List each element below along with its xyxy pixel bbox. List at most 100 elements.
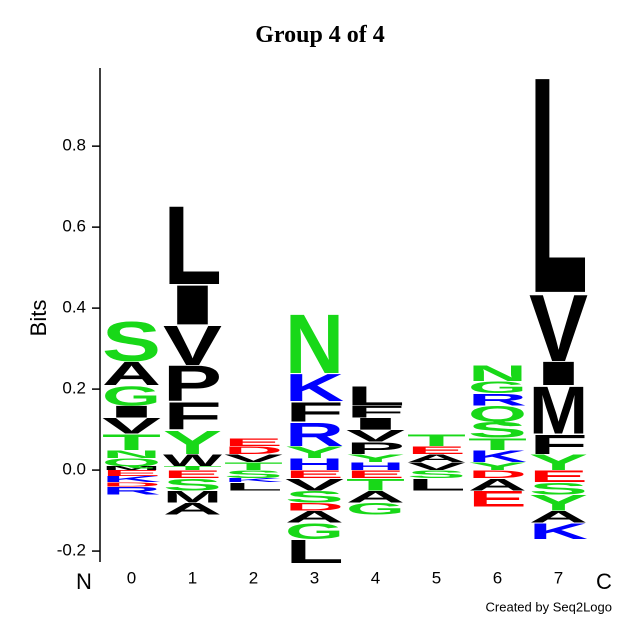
logo-letter: W bbox=[163, 451, 222, 470]
logo-letter: H bbox=[285, 455, 344, 474]
logo-letter: K bbox=[529, 519, 588, 544]
logo-letter: S bbox=[285, 487, 344, 506]
logo-letter: R bbox=[468, 390, 527, 409]
logo-letter: Y bbox=[468, 460, 527, 472]
logo-letter: F bbox=[163, 394, 222, 438]
logo-letter: T bbox=[224, 460, 283, 472]
logo-letter: M bbox=[102, 465, 161, 471]
logo-letter: S bbox=[529, 479, 588, 498]
logo-letter: D bbox=[468, 468, 527, 480]
logo-letter: V bbox=[102, 413, 161, 438]
logo-letter: K bbox=[468, 447, 527, 466]
x-tick-label: 0 bbox=[127, 568, 136, 587]
logo-letter: G bbox=[285, 519, 344, 544]
logo-letter: A bbox=[529, 508, 588, 527]
x-tick-label: 4 bbox=[371, 568, 380, 587]
logo-letter: E bbox=[102, 469, 161, 478]
logo-letter: E bbox=[529, 467, 588, 486]
logo-letter: A bbox=[285, 508, 344, 527]
logo-letter: Q bbox=[468, 401, 527, 426]
logo-letter: V bbox=[407, 460, 466, 472]
logo-letter: A bbox=[163, 500, 222, 519]
logo-letter: K bbox=[102, 475, 161, 484]
logo-letter: E bbox=[163, 468, 222, 480]
logo-letter: L bbox=[224, 480, 283, 492]
logo-letter: G bbox=[346, 500, 405, 519]
y-tick-label: 0.0 bbox=[62, 460, 86, 479]
chart-title: Group 4 of 4 bbox=[255, 22, 385, 48]
y-tick-label: 0.4 bbox=[62, 298, 86, 317]
logo-letter: F bbox=[346, 402, 405, 421]
logo-letter: A bbox=[102, 354, 161, 392]
logo-letter: Y bbox=[529, 450, 588, 475]
logo-letter: T bbox=[102, 430, 161, 455]
logo-letter: T bbox=[468, 435, 527, 454]
logo-letter: V bbox=[163, 315, 222, 377]
logo-letter: Y bbox=[285, 443, 344, 462]
logo-letter: V bbox=[346, 427, 405, 446]
logo-letter: P bbox=[163, 355, 222, 412]
logo-letter: K bbox=[285, 366, 344, 410]
logo-letter: S bbox=[163, 475, 222, 494]
logo-letter: N bbox=[285, 296, 344, 391]
logo-letter: E bbox=[468, 486, 527, 511]
y-tick-label: 0.6 bbox=[62, 217, 86, 236]
logo-letter: K bbox=[224, 477, 283, 483]
footer: Created by Seq2Logo bbox=[486, 599, 612, 614]
y-tick-label: 0.8 bbox=[62, 136, 86, 155]
logo-letter: G bbox=[468, 378, 527, 397]
logo-letter: F bbox=[285, 396, 344, 427]
logo-letter: D bbox=[224, 444, 283, 456]
logo-letter: V bbox=[529, 274, 588, 382]
logo-letter: N bbox=[468, 361, 527, 386]
logo-letter: E bbox=[224, 436, 283, 448]
c-terminus-label: C bbox=[596, 569, 612, 594]
logo-letter: I bbox=[529, 354, 588, 392]
logo-letter: T bbox=[407, 431, 466, 450]
logo-letter: M bbox=[529, 374, 588, 449]
x-tick-label: 1 bbox=[188, 568, 197, 587]
logo-letter: D bbox=[285, 501, 344, 513]
logo-letter: E bbox=[285, 468, 344, 480]
logo-letter: Y bbox=[163, 423, 222, 461]
logo-letter: I bbox=[346, 415, 405, 434]
logo-letter: S bbox=[468, 418, 527, 443]
logo-letter: A bbox=[468, 475, 527, 494]
logo-letter: G bbox=[102, 380, 161, 411]
logo-letter: S bbox=[102, 311, 161, 373]
y-tick-label: -0.2 bbox=[57, 541, 86, 560]
logo-letter: I bbox=[163, 274, 222, 336]
x-tick-label: 3 bbox=[310, 568, 319, 587]
logo-letter: P bbox=[346, 439, 405, 458]
x-tick-label: 5 bbox=[432, 568, 441, 587]
logo-letter: R bbox=[102, 484, 161, 496]
logo-letter: Y bbox=[346, 452, 405, 464]
logo-letter: N bbox=[102, 448, 161, 460]
n-terminus-label: N bbox=[76, 569, 92, 594]
logo-letter: R bbox=[285, 415, 344, 453]
logo-letter: A bbox=[346, 487, 405, 506]
logo-letter: T bbox=[163, 465, 222, 471]
logo-letter: M bbox=[163, 487, 222, 506]
logo-letter: E bbox=[407, 444, 466, 456]
logo-letter: Y bbox=[529, 490, 588, 515]
x-tick-label: 6 bbox=[493, 568, 502, 587]
logo-letter: D bbox=[102, 481, 161, 487]
y-axis-label: Bits bbox=[26, 300, 51, 337]
logo-letter: I bbox=[102, 402, 161, 421]
logo-letter: A bbox=[407, 452, 466, 464]
logo-letter: S bbox=[224, 468, 283, 480]
logo-letter: L bbox=[346, 380, 405, 411]
logo-letter: L bbox=[163, 182, 222, 308]
logo-letter: T bbox=[346, 475, 405, 494]
logo-letter: L bbox=[285, 532, 344, 570]
x-tick-label: 2 bbox=[249, 568, 258, 587]
logo-letter: Q bbox=[102, 456, 161, 468]
logo-letter: L bbox=[529, 12, 588, 358]
y-tick-label: 0.2 bbox=[62, 379, 86, 398]
logo-letter: L bbox=[407, 475, 466, 494]
logo-letter: V bbox=[224, 452, 283, 464]
logo-letter: V bbox=[285, 475, 344, 494]
logo-letter: H bbox=[346, 460, 405, 472]
